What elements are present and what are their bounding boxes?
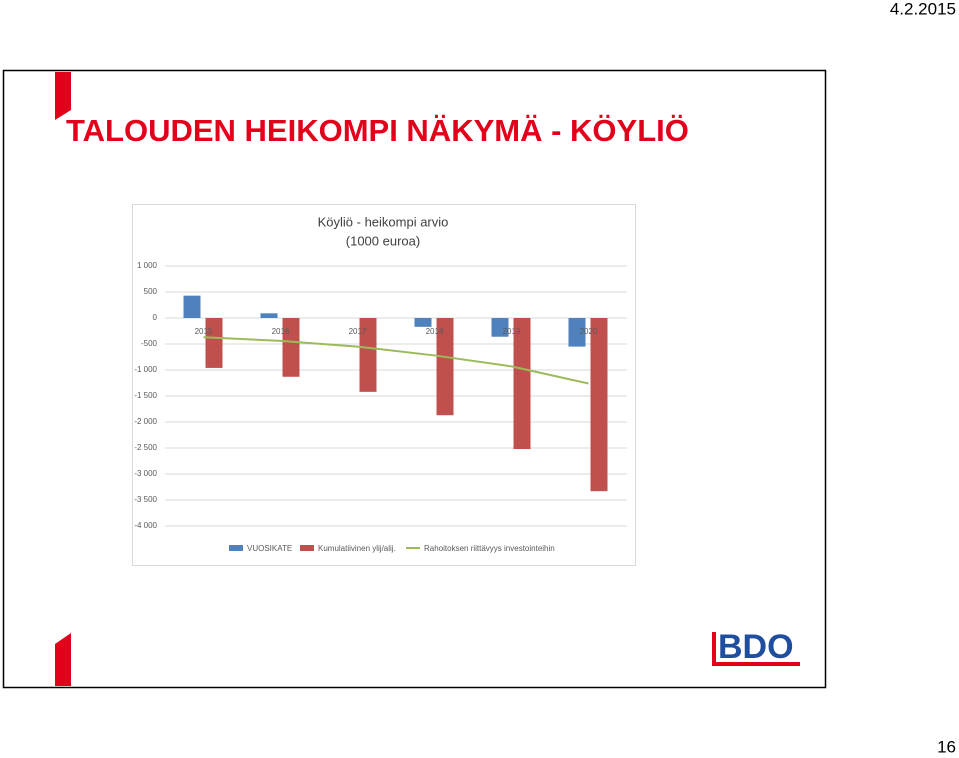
plot: -4 000 -3 500 -3 000 -2 500 -2 000 -1 500 -1 0… [134,261,627,553]
chart-title: Köyliö - heikompi arvio [318,214,449,229]
y-tick-label: -4 000 [134,521,157,530]
y-tick-label: -3 000 [134,469,157,478]
y-tick-label: 500 [144,287,158,296]
x-tick-label: 2019 [503,327,521,336]
y-tick-label: 0 [153,313,158,322]
logo-underline [716,662,800,666]
legend-label: VUOSIKATE [247,544,292,553]
x-tick-label: 2020 [580,327,598,336]
y-tick-label: -500 [141,339,158,348]
bar [436,318,454,416]
bar [568,318,586,347]
bar [590,318,608,492]
legend-label: Kumulatiivinen ylij/alij. [318,544,396,553]
accent [55,633,71,686]
y-tick-label: -2 000 [134,417,157,426]
x-tick-label: 2015 [195,327,213,336]
bar [282,318,300,377]
accent [55,72,71,120]
y-tick-label: -3 500 [134,495,157,504]
legend-swatch [300,545,314,551]
bar [260,313,278,318]
bar [183,295,201,318]
legend-swatch [229,545,243,551]
x-tick-label: 2017 [349,327,367,336]
bar [359,318,377,392]
y-tick-label: 1 000 [137,261,158,270]
bar [414,318,432,327]
chart-subtitle: (1000 euroa) [346,233,420,248]
page-number: 16 [937,737,956,756]
logo-bar [712,632,716,666]
bar [491,318,509,337]
legend-label: Rahoitoksen riittävyys investointeihin [424,544,555,553]
y-tick-label: -1 000 [134,365,157,374]
y-tick-label: -2 500 [134,443,157,452]
bar [513,318,531,450]
slide-title: TALOUDEN HEIKOMPI NÄKYMÄ - KÖYLIÖ [66,113,689,148]
y-tick-label: -1 500 [134,391,157,400]
date: 4.2.2015 [890,0,956,18]
bar [205,318,223,368]
logo-text: BDO [718,628,794,666]
x-tick-label: 2018 [426,327,444,336]
x-tick-label: 2016 [272,327,290,336]
bdo-logo: BDO [712,628,800,666]
chart-frame [132,204,636,566]
line [203,336,589,385]
